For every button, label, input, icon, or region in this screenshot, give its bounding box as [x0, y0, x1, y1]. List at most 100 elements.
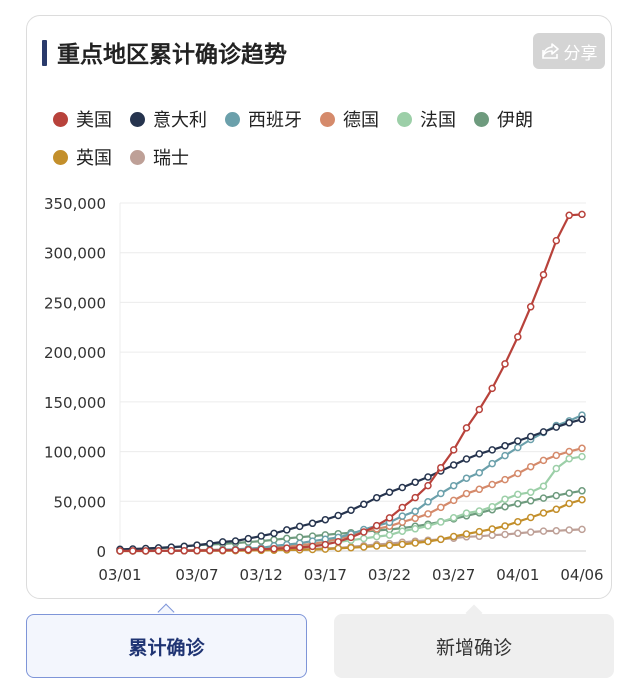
legend-item[interactable]: 瑞士: [130, 144, 189, 170]
legend-item[interactable]: 意大利: [130, 106, 207, 132]
data-point: [501, 522, 509, 530]
data-point: [360, 528, 368, 536]
data-point: [462, 424, 471, 432]
data-point: [501, 360, 509, 368]
trend-line-chart: 0 50,000 100,000 150,000 200,000 250,000 300,0…: [44, 195, 604, 584]
x-tick-label: 04/01: [496, 566, 539, 584]
legend-marker: [130, 149, 145, 165]
data-point: [501, 475, 509, 484]
data-point: [526, 462, 535, 471]
data-point: [578, 415, 586, 424]
data-point: [360, 543, 368, 551]
data-point: [526, 432, 535, 441]
data-point: [449, 481, 458, 490]
data-point: [231, 537, 240, 545]
data-point: [283, 534, 291, 543]
data-point: [360, 534, 368, 543]
data-point: [257, 532, 265, 540]
title-accent-bar: [42, 40, 47, 66]
data-point: [552, 236, 561, 245]
data-point: [411, 514, 419, 523]
data-point: [270, 529, 278, 538]
data-point: [411, 507, 419, 516]
legend-item[interactable]: 西班牙: [225, 106, 302, 132]
data-point: [372, 493, 381, 502]
data-point: [424, 473, 432, 481]
data-point: [449, 514, 458, 522]
data-point: [334, 537, 342, 546]
legend-item[interactable]: 美国: [53, 106, 112, 132]
data-point: [578, 452, 586, 461]
data-point: [488, 502, 496, 511]
tab-new-confirmed[interactable]: 新增确诊: [334, 614, 614, 678]
data-point: [475, 507, 484, 515]
legend-marker: [130, 111, 145, 127]
data-point: [129, 547, 137, 555]
data-point: [321, 515, 330, 524]
data-point: [539, 509, 548, 517]
data-point: [411, 539, 419, 547]
data-point: [475, 405, 484, 414]
share-button[interactable]: 分享: [533, 33, 605, 69]
data-point: [385, 541, 394, 550]
data-point: [206, 546, 214, 555]
data-point: [514, 333, 522, 341]
data-point: [116, 547, 124, 555]
legend-item[interactable]: 英国: [53, 144, 112, 170]
data-point: [398, 527, 407, 535]
data-point: [539, 527, 548, 535]
data-point: [308, 542, 317, 551]
data-point: [295, 543, 304, 552]
data-point: [565, 499, 573, 508]
x-tick-label: 03/01: [98, 566, 141, 584]
legend-marker: [320, 111, 335, 127]
data-point: [539, 482, 548, 490]
data-point: [257, 545, 265, 554]
data-point: [501, 451, 509, 460]
data-point: [501, 502, 509, 511]
data-point: [385, 488, 394, 496]
data-point: [475, 450, 484, 458]
data-point: [424, 481, 432, 490]
data-point: [347, 543, 355, 552]
data-point: [437, 463, 445, 472]
data-point: [475, 485, 484, 494]
x-tick-label: 04/06: [560, 566, 603, 584]
data-point: [578, 487, 586, 495]
data-point: [283, 526, 291, 534]
data-point: [372, 542, 381, 550]
data-point: [539, 494, 548, 502]
data-point: [154, 547, 163, 555]
data-point: [475, 527, 484, 536]
data-point: [385, 514, 394, 522]
legend-item[interactable]: 德国: [320, 106, 379, 132]
data-point: [475, 468, 484, 477]
data-point: [372, 532, 381, 541]
legend-label: 西班牙: [248, 110, 302, 131]
data-point: [437, 503, 445, 512]
data-point: [295, 533, 304, 541]
data-point: [539, 270, 548, 279]
data-point: [244, 534, 253, 543]
y-tick-label: 200,000: [44, 344, 106, 362]
x-tick-label: 03/07: [175, 566, 218, 584]
x-tick-label: 03/22: [368, 566, 411, 584]
data-point: [141, 547, 150, 555]
tab-cumulative-confirmed[interactable]: 累计确诊: [26, 614, 307, 678]
data-point: [398, 518, 407, 526]
legend-item[interactable]: 法国: [397, 106, 456, 132]
data-point: [334, 544, 342, 553]
data-point: [398, 540, 407, 549]
data-point: [424, 537, 432, 546]
legend-item[interactable]: 伊朗: [474, 106, 533, 132]
data-point: [283, 544, 291, 552]
data-point: [488, 446, 496, 454]
legend-label: 英国: [76, 148, 112, 169]
data-point: [449, 461, 458, 469]
data-point: [501, 495, 509, 503]
data-point: [565, 489, 573, 497]
legend-label: 德国: [343, 110, 379, 131]
data-point: [552, 527, 561, 535]
x-tick-label: 03/27: [432, 566, 475, 584]
data-point: [501, 442, 509, 450]
